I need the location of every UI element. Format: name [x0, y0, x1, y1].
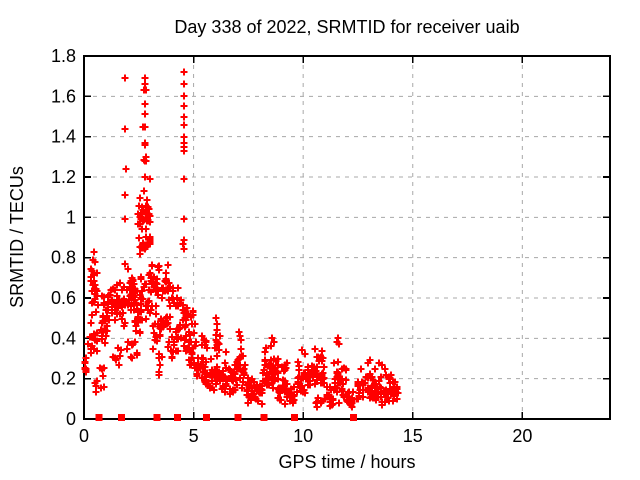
zero-line-square-marker	[290, 414, 298, 421]
zero-line-square-marker	[118, 414, 126, 421]
y-tick-label: 0.2	[51, 369, 76, 389]
y-tick-label: 0.8	[51, 248, 76, 268]
x-tick-label: 10	[293, 426, 313, 446]
y-tick-label: 1.2	[51, 167, 76, 187]
x-tick-label: 0	[79, 426, 89, 446]
event-markers	[95, 414, 358, 421]
y-tick-label: 0.6	[51, 288, 76, 308]
zero-line-square-marker	[173, 414, 181, 421]
zero-line-square-marker	[202, 414, 210, 421]
chart-title: Day 338 of 2022, SRMTID for receiver uai…	[174, 17, 520, 37]
x-axis-label: GPS time / hours	[278, 452, 416, 472]
y-tick-label: 1.8	[51, 46, 76, 66]
plot-border	[83, 55, 611, 420]
tick-labels: 0 5 10 15 20 0 0.2 0.4 0.6 0.8 1 1.2 1.4 1.6 1.8	[51, 46, 532, 446]
axes-frame	[83, 55, 611, 420]
gridlines	[84, 56, 610, 419]
zero-line-square-marker	[95, 414, 103, 421]
axis-ticks	[83, 55, 610, 420]
y-tick-label: 0	[66, 409, 76, 429]
scatter-points	[81, 68, 402, 411]
y-tick-label: 1.6	[51, 86, 76, 106]
zero-line-square-marker	[234, 414, 242, 421]
zero-line-square-marker	[153, 414, 161, 421]
srmtid-plus-markers	[81, 68, 402, 411]
y-tick-label: 1.4	[51, 127, 76, 147]
zero-line-square-marker	[350, 414, 358, 421]
x-tick-label: 5	[189, 426, 199, 446]
x-tick-label: 20	[512, 426, 532, 446]
y-tick-label: 0.4	[51, 328, 76, 348]
y-tick-label: 1	[66, 207, 76, 227]
y-axis-label: SRMTID / TECUs	[7, 166, 27, 308]
zero-line-square-marker	[260, 414, 268, 421]
x-tick-label: 15	[403, 426, 423, 446]
